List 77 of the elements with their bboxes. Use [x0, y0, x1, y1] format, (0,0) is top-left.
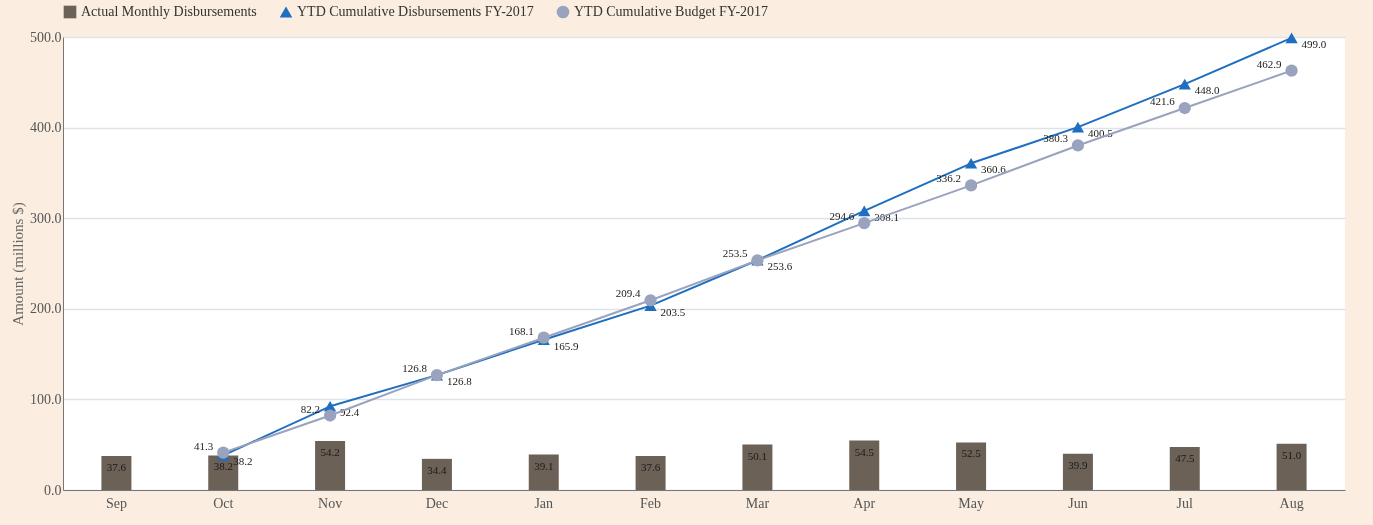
- point: [858, 216, 871, 230]
- data-label: 37.6: [640, 460, 661, 473]
- data-label: 54.2: [320, 445, 340, 458]
- x-tick-label: May: [958, 495, 984, 511]
- legend-label: YTD Cumulative Disbursements FY-2017: [297, 4, 534, 19]
- data-label: 82.2: [300, 402, 321, 415]
- x-tick-label: Jan: [534, 495, 554, 511]
- data-label: 38.2: [213, 460, 233, 473]
- data-label: 380.3: [1043, 132, 1069, 145]
- x-tick-label: Mar: [745, 495, 770, 511]
- x-tick-label: Nov: [318, 495, 343, 511]
- data-label: 51.0: [1281, 448, 1302, 461]
- y-tick-label: 100.0: [30, 391, 62, 407]
- data-label: 165.9: [553, 339, 579, 352]
- bar: [421, 458, 452, 490]
- data-label: 37.6: [106, 460, 127, 473]
- y-tick-label: 0.0: [44, 482, 62, 498]
- point: [217, 446, 230, 459]
- data-label: 294.6: [829, 210, 855, 223]
- bar: [742, 444, 773, 490]
- y-tick-label: 300.0: [30, 210, 62, 226]
- data-label: 209.4: [615, 287, 642, 300]
- data-label: 168.1: [509, 324, 534, 337]
- data-label: 360.6: [981, 163, 1007, 176]
- point: [1071, 139, 1085, 152]
- data-label: 39.9: [1068, 458, 1089, 471]
- data-label: 253.6: [767, 260, 793, 273]
- data-label: 203.5: [660, 305, 686, 318]
- point: [1285, 32, 1298, 44]
- point: [1178, 78, 1191, 90]
- point: [644, 294, 657, 307]
- bar: [635, 455, 666, 490]
- data-label: 126.8: [402, 362, 428, 375]
- point: [858, 205, 871, 217]
- point: [964, 179, 978, 192]
- y-tick-label: 200.0: [30, 301, 62, 317]
- x-tick-label: Feb: [640, 495, 662, 511]
- bar: [1169, 446, 1200, 490]
- data-label: 253.5: [722, 247, 748, 260]
- point: [1285, 64, 1298, 77]
- data-label: 499.0: [1301, 37, 1327, 50]
- point: [323, 409, 337, 422]
- point: [1071, 121, 1085, 133]
- data-label: 448.0: [1194, 84, 1220, 97]
- data-label: 41.3: [194, 439, 214, 452]
- legend-label: Actual Monthly Disbursements: [81, 4, 257, 19]
- data-label: 54.5: [854, 445, 875, 458]
- bar: [315, 440, 346, 490]
- bar: [956, 442, 987, 490]
- y-tick-label: 500.0: [30, 29, 62, 45]
- data-label: 462.9: [1256, 57, 1283, 70]
- x-tick-label: Oct: [213, 495, 234, 511]
- data-label: 52.5: [961, 447, 982, 460]
- data-label: 421.6: [1150, 95, 1176, 108]
- bar: [101, 455, 132, 490]
- data-label: 50.1: [747, 449, 768, 462]
- x-tick-label: Dec: [425, 495, 449, 511]
- data-label: 47.5: [1175, 451, 1195, 464]
- bar: [528, 454, 559, 490]
- x-tick-label: Sep: [105, 495, 127, 511]
- legend-label: YTD Cumulative Budget FY-2017: [574, 4, 769, 19]
- y-axis-title: Amount (millions $): [10, 202, 27, 326]
- data-label: 34.4: [427, 463, 448, 476]
- bar: [1062, 453, 1093, 490]
- data-label: 39.1: [534, 459, 554, 472]
- data-label: 126.8: [446, 375, 473, 388]
- x-tick-label: Jun: [1068, 495, 1088, 511]
- point: [1178, 101, 1191, 115]
- x-tick-label: Aug: [1279, 495, 1304, 511]
- bar: [849, 440, 880, 490]
- y-tick-label: 400.0: [30, 120, 62, 136]
- data-label: 336.2: [936, 172, 962, 185]
- data-label: 400.5: [1087, 127, 1114, 140]
- bar: [1276, 443, 1307, 490]
- x-tick-label: Jul: [1176, 495, 1194, 511]
- x-tick-label: Apr: [853, 495, 876, 511]
- point: [964, 157, 978, 169]
